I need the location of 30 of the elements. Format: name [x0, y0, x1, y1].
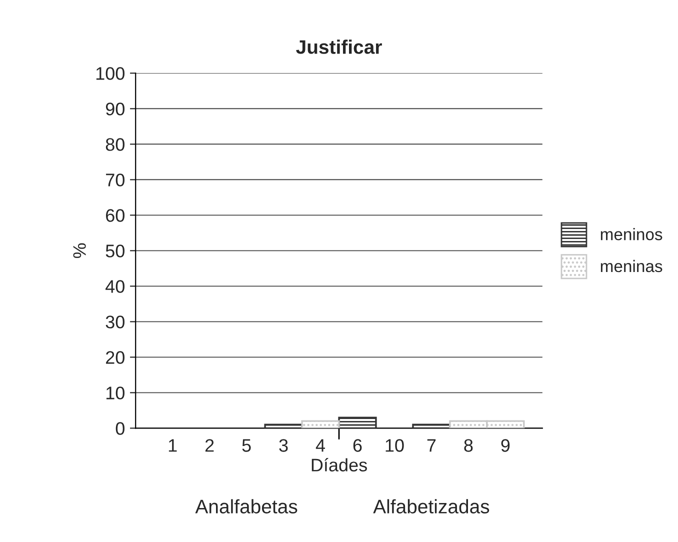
text: Analfabetas	[195, 499, 298, 514]
y-tick-label: 70	[106, 174, 124, 186]
y-tick-label: 50	[106, 244, 124, 258]
bar	[301, 420, 340, 428]
bar	[338, 416, 377, 428]
text: Alfabetizadas	[373, 499, 490, 514]
x-tick-label: 8	[464, 439, 473, 452]
y-axis-title: %	[73, 243, 86, 258]
x-axis-title: Díades	[312, 458, 367, 472]
x-tick-label: 5	[242, 439, 251, 452]
y-tick-label: 30	[106, 316, 124, 328]
x-tick-label: 2	[205, 439, 214, 452]
x-tick-label: 9	[501, 439, 510, 452]
x-tick-label: 6	[353, 439, 362, 452]
x-tick-label: 3	[279, 439, 288, 452]
x-tick-label: 4	[316, 439, 325, 452]
y-tick-label: 90	[106, 102, 124, 116]
y-tick-label: 100	[96, 67, 124, 80]
chart-title: Justificar	[296, 40, 382, 54]
x-tick-label: 10	[386, 439, 404, 452]
y-tick-label: 40	[106, 280, 124, 293]
legend-label: meninas	[600, 260, 662, 272]
y-tick-label: 20	[106, 351, 124, 364]
y-tick-label: 60	[106, 209, 124, 222]
legend-label: meninos	[600, 228, 662, 240]
y-tick-label: 0	[116, 422, 124, 435]
y-tick-label: 10	[106, 386, 124, 400]
y-tick-label: 80	[106, 138, 124, 151]
x-tick-label: 1	[168, 439, 177, 452]
x-tick-label: 7	[427, 439, 436, 452]
